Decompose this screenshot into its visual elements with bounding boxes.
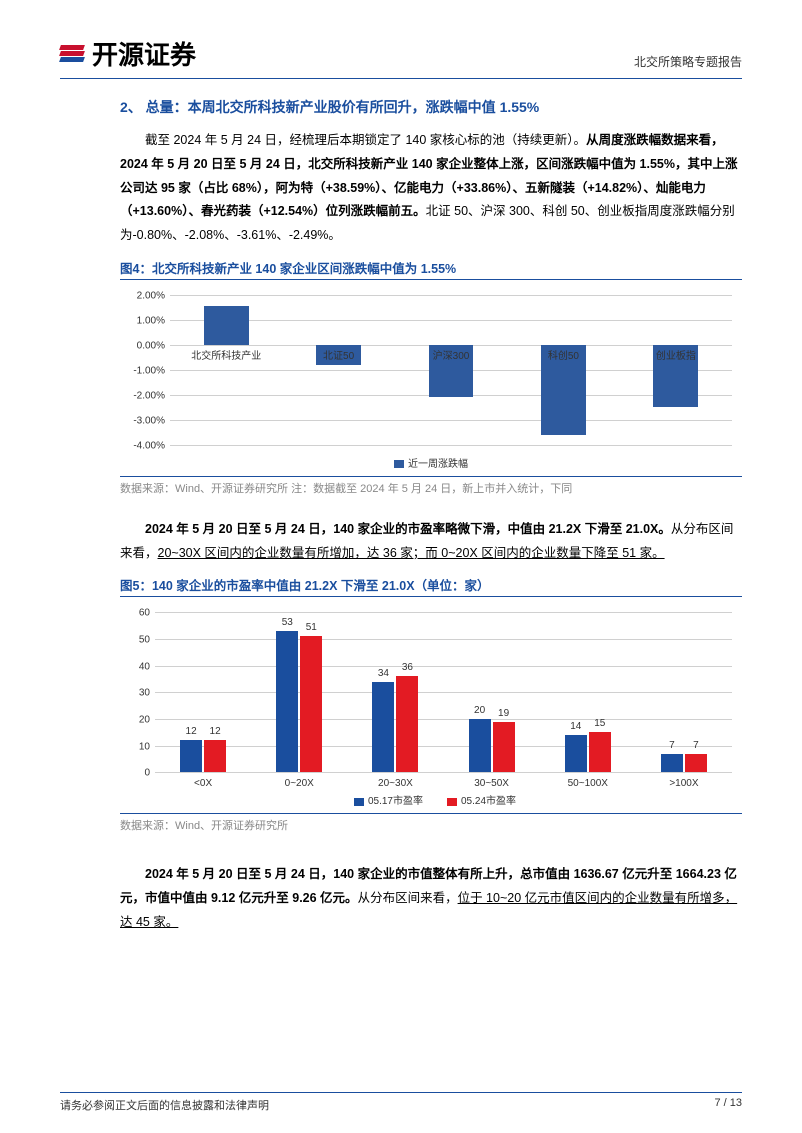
para-3: 2024 年 5 月 20 日至 5 月 24 日，140 家企业的市值整体有所… [120,863,742,934]
para-2: 2024 年 5 月 20 日至 5 月 24 日，140 家企业的市盈率略微下… [120,518,742,566]
figure-4-title: 图4：北交所科技新产业 140 家企业区间涨跌幅中值为 1.55% [120,258,742,280]
figure-5-source: 数据来源：Wind、开源证券研究所 [120,813,742,833]
page-footer: 请务必参阅正文后面的信息披露和法律声明 7 / 13 [60,1092,742,1113]
para2-c: 20~30X 区间内的企业数量有所增加，达 36 家；而 0~20X 区间内的企… [158,546,665,560]
page: 开源证券 北交所策略专题报告 2、 总量：本周北交所科技新产业股价有所回升，涨跌… [0,0,802,1133]
figure-5-title: 图5：140 家企业的市盈率中值由 21.2X 下滑至 21.0X（单位：家） [120,575,742,597]
report-type: 北交所策略专题报告 [634,53,742,72]
figure-4-source: 数据来源：Wind、开源证券研究所 注：数据截至 2024 年 5 月 24 日… [120,476,742,496]
para2-a: 2024 年 5 月 20 日至 5 月 24 日，140 家企业的市盈率略微下… [145,522,671,536]
figure-5-chart: 01020304050601212535134362019141577<0X0~… [120,597,742,809]
figure-4-chart: 2.00%1.00%0.00%-1.00%-2.00%-3.00%-4.00%北… [120,280,742,472]
company-logo: 开源证券 [60,35,196,72]
footer-disclaimer: 请务必参阅正文后面的信息披露和法律声明 [60,1097,269,1113]
footer-page-number: 7 / 13 [714,1097,742,1113]
para3-b: 从分布区间来看， [358,891,458,905]
para1-a: 截至 2024 年 5 月 24 日，经梳理后本期锁定了 140 家核心标的池（… [145,133,586,147]
section-2-para-1: 截至 2024 年 5 月 24 日，经梳理后本期锁定了 140 家核心标的池（… [120,129,742,248]
logo-icon [60,45,84,62]
section-2-title: 2、 总量：本周北交所科技新产业股价有所回升，涨跌幅中值 1.55% [120,97,742,117]
page-header: 开源证券 北交所策略专题报告 [60,35,742,79]
company-name: 开源证券 [92,35,196,72]
